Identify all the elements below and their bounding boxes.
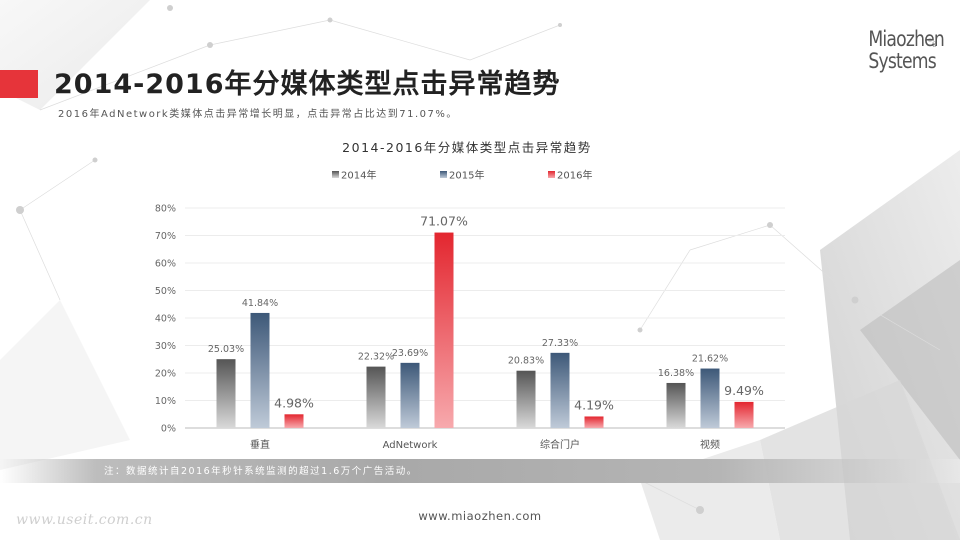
chart-bars [216, 232, 754, 428]
chart-title: 2014-2016年分媒体类型点击异常趋势 [342, 140, 592, 155]
x-tick-label: AdNetwork [383, 440, 438, 451]
data-label: 4.19% [574, 397, 614, 412]
logo-line-2: Systems [868, 49, 936, 73]
y-axis: 0% 10% 20% 30% 40% 50% 60% 70% 80% [155, 204, 176, 435]
data-label: 20.83% [508, 356, 544, 367]
bar [434, 232, 454, 428]
y-tick-label: 0% [161, 424, 176, 435]
footnote-band: 注：数据统计自2016年秒针系统监测的超过1.6万个广告活动。 [0, 459, 960, 483]
y-tick-label: 20% [155, 369, 176, 380]
y-tick-label: 40% [155, 314, 176, 325]
bar [734, 401, 754, 428]
chart-legend: 2014年 2015年 2016年 [332, 169, 592, 182]
legend-label: 2016年 [557, 169, 592, 182]
data-label: 25.03% [208, 344, 244, 355]
watermark-text: www.useit.com.cn [16, 512, 153, 528]
legend-swatch [548, 171, 555, 178]
bar [700, 368, 720, 428]
data-label: 21.62% [692, 354, 728, 365]
data-label: 41.84% [242, 298, 278, 309]
data-label: 27.33% [542, 338, 578, 349]
x-axis: 垂直 AdNetwork 综合门户 视频 [250, 438, 720, 451]
data-label: 22.32% [358, 352, 394, 363]
legend-label: 2015年 [449, 169, 484, 182]
bar [584, 416, 604, 428]
bar [666, 382, 686, 428]
registered-mark: ® [931, 41, 938, 49]
data-label: 9.49% [724, 383, 764, 398]
footnote-text: 注：数据统计自2016年秒针系统监测的超过1.6万个广告活动。 [104, 466, 418, 477]
y-tick-label: 60% [155, 259, 176, 270]
x-tick-label: 垂直 [250, 438, 270, 451]
bar [284, 414, 304, 428]
logo-line-1: Miaozhen [868, 27, 945, 51]
bar [216, 359, 236, 428]
legend-label: 2014年 [341, 169, 376, 182]
data-label: 4.98% [274, 395, 314, 410]
title-accent-bar [0, 70, 38, 98]
bar [250, 312, 270, 428]
footer-url[interactable]: www.miaozhen.com [418, 509, 542, 523]
bar [550, 352, 570, 428]
data-label: 71.07% [420, 214, 468, 229]
bar [366, 366, 386, 428]
slide-subtitle: 2016年AdNetwork类媒体点击异常增长明显，点击异常占比达到71.07%… [58, 109, 458, 120]
x-tick-label: 综合门户 [540, 438, 580, 451]
y-tick-label: 70% [155, 231, 176, 242]
y-tick-label: 30% [155, 341, 176, 352]
bar [400, 362, 420, 428]
data-label: 16.38% [658, 368, 694, 379]
y-tick-label: 50% [155, 286, 176, 297]
bar-chart: 2014-2016年分媒体类型点击异常趋势 2014年 2015年 2016年 0%… [155, 140, 785, 451]
chart-data-labels: 25.03% 41.84% 4.98% 22.32%23.69% 71.07% 20.83… [208, 214, 764, 413]
data-label: 23.69% [392, 348, 428, 359]
miaozhen-logo: Miaozhen Systems ® [868, 27, 945, 73]
bar [516, 370, 536, 428]
legend-swatch [332, 171, 339, 178]
y-tick-label: 80% [155, 204, 176, 215]
y-tick-label: 10% [155, 396, 176, 407]
legend-swatch [440, 171, 447, 178]
x-tick-label: 视频 [700, 438, 720, 451]
slide-title: 2014-2016年分媒体类型点击异常趋势 [54, 69, 561, 100]
